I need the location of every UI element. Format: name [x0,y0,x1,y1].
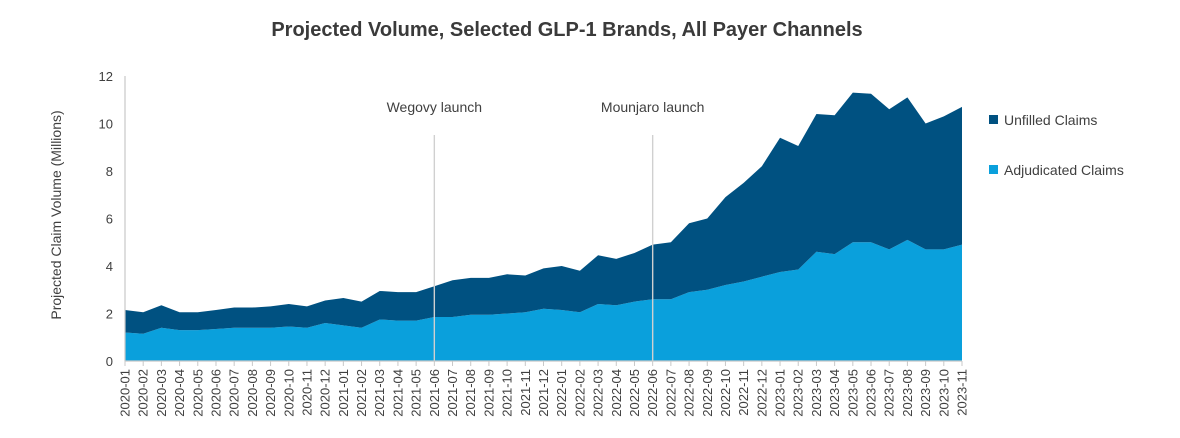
x-tick-label: 2023-07 [882,369,897,417]
x-tick-label: 2022-01 [554,369,569,417]
x-tick-label: 2022-09 [700,369,715,417]
x-tick-label: 2020-06 [208,369,223,417]
legend: Unfilled Claims Adjudicated Claims [989,112,1124,178]
x-tick-label: 2022-05 [627,369,642,417]
x-tick-label: 2022-08 [682,369,697,417]
x-tick-label: 2021-03 [372,369,387,417]
x-tick-label: 2020-10 [281,369,296,417]
x-tick-label: 2021-02 [354,369,369,417]
area-layer [125,92,962,361]
x-tick-label: 2020-12 [318,369,333,417]
x-tick-label: 2021-01 [336,369,351,417]
x-tick-label: 2020-05 [190,369,205,417]
x-tick-label: 2023-04 [827,369,842,417]
x-tick-label: 2020-09 [263,369,278,417]
area-series-adjudicated-claims [125,239,962,361]
x-tick-label: 2021-04 [390,369,405,417]
x-tick-label: 2021-07 [445,369,460,417]
x-tick-label: 2022-02 [572,369,587,417]
x-tick-label: 2023-08 [900,369,915,417]
x-tick-label: 2023-06 [864,369,879,417]
x-tick-label: 2023-03 [809,369,824,417]
x-tick-label: 2020-07 [227,369,242,417]
x-tick-label: 2020-03 [154,369,169,417]
x-tick-label: 2020-04 [172,369,187,417]
y-tick-label: 6 [106,212,113,227]
x-tick-label: 2023-05 [845,369,860,417]
x-tick-label: 2021-12 [536,369,551,417]
x-tick-label: 2023-09 [918,369,933,417]
area-series-unfilled-claims [125,92,962,334]
x-tick-label: 2022-10 [718,369,733,417]
y-tick-label: 12 [99,69,113,84]
y-tick-label: 0 [106,354,113,369]
x-tick-label: 2020-11 [299,369,314,416]
x-tick-label: 2020-02 [136,369,151,417]
annotation-label: Wegovy launch [387,99,482,115]
x-tick-label: 2021-06 [427,369,442,417]
annotation-label: Mounjaro launch [601,99,705,115]
x-tick-label: 2023-02 [791,369,806,417]
x-tick-label: 2021-05 [409,369,424,417]
x-tick-label: 2020-08 [245,369,260,417]
x-tick-label: 2023-01 [773,369,788,417]
x-tick-label: 2023-11 [955,369,970,416]
x-tick-label: 2021-08 [463,369,478,417]
y-tick-label: 8 [106,164,113,179]
legend-label: Unfilled Claims [1004,112,1097,128]
y-tick-label: 4 [106,259,113,274]
x-tick-label: 2021-10 [500,369,515,417]
x-tick-label: 2021-11 [518,369,533,416]
annotation-layer: Wegovy launch Mounjaro launch [387,99,705,361]
x-tick-label: 2022-03 [591,369,606,417]
x-tick-label: 2022-04 [609,369,624,417]
legend-label: Adjudicated Claims [1004,162,1124,178]
x-tick-label: 2022-06 [645,369,660,417]
x-tick-label: 2022-07 [663,369,678,417]
legend-swatch [989,115,998,124]
y-tick-label: 2 [106,307,113,322]
x-tick-label: 2022-11 [736,369,751,416]
legend-swatch [989,165,998,174]
x-tick-label: 2020-01 [118,369,133,417]
y-tick-label: 10 [99,117,113,132]
y-axis-label: Projected Claim Volume (Millions) [48,110,64,319]
x-tick-label: 2021-09 [481,369,496,417]
chart-title: Projected Volume, Selected GLP-1 Brands,… [271,19,862,41]
x-tick-label: 2022-12 [754,369,769,417]
x-tick-label: 2023-10 [936,369,951,417]
